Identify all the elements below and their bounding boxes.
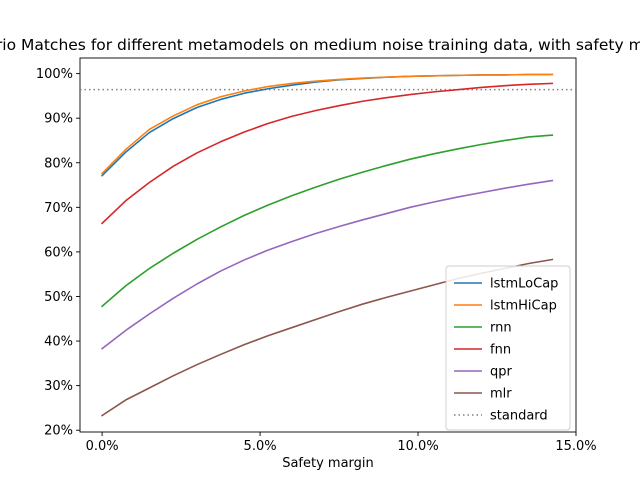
series-line-lstmHiCap bbox=[100, 73, 554, 175]
legend: lstmLoCap lstmHiCap rnn fnn qpr mlr standard bbox=[445, 265, 571, 431]
x-axis-label: Safety margin bbox=[282, 456, 374, 471]
y-tick-label: 40% bbox=[44, 335, 73, 350]
x-tick-label: 5.0% bbox=[244, 439, 277, 454]
y-tick-label: 30% bbox=[44, 379, 73, 394]
series-line-fnn bbox=[100, 82, 554, 225]
y-tick-label: 70% bbox=[44, 201, 73, 216]
y-tick-label: 100% bbox=[36, 67, 73, 82]
legend-label-fnn: fnn bbox=[490, 343, 511, 358]
legend-label-rnn: rnn bbox=[490, 321, 512, 336]
y-tick-label: 20% bbox=[44, 424, 73, 439]
chart-title: Scenario Matches for different metamodel… bbox=[0, 36, 640, 54]
legend-label-standard: standard bbox=[490, 409, 548, 424]
x-tick-label: 0.0% bbox=[86, 439, 119, 454]
series-line-lstmLoCap bbox=[100, 73, 554, 177]
y-tick-label: 60% bbox=[44, 245, 73, 260]
legend-label-lstmHiCap: lstmHiCap bbox=[490, 299, 557, 314]
axes-frame bbox=[79, 57, 577, 433]
x-tick-label: 10.0% bbox=[397, 439, 438, 454]
legend-label-qpr: qpr bbox=[490, 365, 513, 380]
legend-box bbox=[445, 265, 571, 431]
x-tick-label: 15.0% bbox=[555, 439, 596, 454]
plot-area: 0.0% 5.0% 10.0% 15.0% 20% 30% 40% 50% 60% 70% 80% 9… bbox=[36, 57, 597, 454]
legend-label-lstmLoCap: lstmLoCap bbox=[490, 277, 558, 292]
legend-label-mlr: mlr bbox=[490, 387, 512, 402]
series-line-qpr bbox=[100, 179, 554, 350]
series-line-rnn bbox=[100, 134, 554, 308]
y-tick-label: 50% bbox=[44, 290, 73, 305]
y-tick-label: 80% bbox=[44, 156, 73, 171]
y-tick-label: 90% bbox=[44, 112, 73, 127]
